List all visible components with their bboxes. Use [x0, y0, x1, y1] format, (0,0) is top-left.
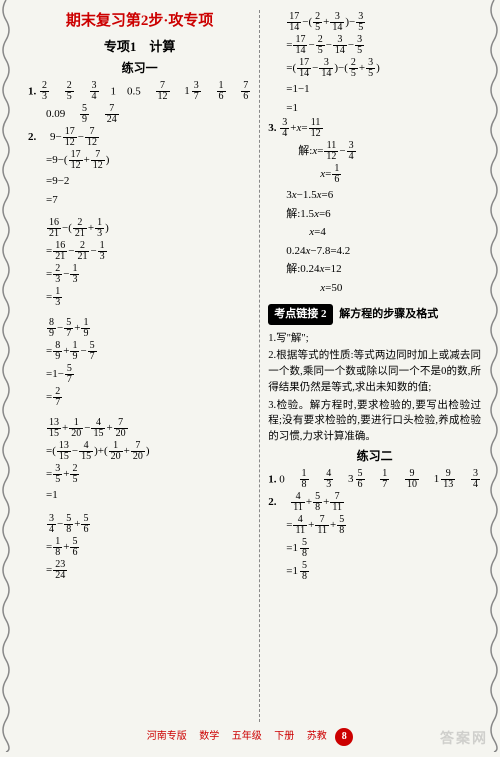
q3-line1: 3. 34+x=1112 — [268, 118, 481, 139]
r-b1-step2: =(1714−314)−(25+35) — [268, 58, 481, 79]
wavy-border-left — [0, 0, 12, 752]
q1-line2: 0.09 59 724 — [28, 104, 251, 125]
q2-b2-step2: =23−13 — [28, 264, 251, 285]
p2-q2-step1: =411+711+58 — [268, 515, 481, 536]
q2-b5-step2: =2324 — [28, 560, 251, 581]
footer-region: 河南专版 — [147, 731, 187, 742]
q3-eq2: 3x−1.5x=6 — [268, 187, 481, 204]
q2-b4-step3: =1 — [28, 487, 251, 504]
q3-eq2-step1: 解:1.5x=6 — [268, 206, 481, 223]
q3-eq2-step2: x=4 — [268, 224, 481, 241]
right-column: 1714−(25+314)−35 =1714−25−314−35 =(1714−… — [260, 10, 489, 722]
q2-b3-step2: =1−57 — [28, 364, 251, 385]
q2-block5-line1: 34−58+56 — [28, 514, 251, 535]
r-b1-step1: =1714−25−314−35 — [268, 35, 481, 56]
footer: 河南专版 数学 五年级 下册 苏教 8 — [0, 727, 500, 746]
footer-term: 下册 — [274, 731, 294, 742]
q1-line1: 1. 23 25 34 1 0.5 712 137 16 76 — [28, 81, 251, 102]
r-b1-step4: =1 — [268, 100, 481, 117]
q2-number: 2. — [28, 131, 36, 143]
title-main: 期末复习第2步·攻专项 — [28, 10, 251, 33]
p2-q2-step3: =158 — [268, 561, 481, 582]
q2-b4-step1: =(1315−415)+(120+720) — [28, 441, 251, 462]
q3-eq3-step2: x=50 — [268, 280, 481, 297]
q3-step2: x=16 — [268, 164, 481, 185]
q2-b3-step3: =27 — [28, 387, 251, 408]
q1-number: 1. — [28, 85, 36, 97]
exam-link-badge: 考点链接 2 — [268, 304, 332, 325]
r-block1-line1: 1714−(25+314)−35 — [268, 12, 481, 33]
p2-q2-step2: =158 — [268, 538, 481, 559]
q2-b2-step3: =13 — [28, 287, 251, 308]
p2-q2-line1: 2. 411+58+711 — [268, 492, 481, 513]
q2-b5-step1: =18+56 — [28, 537, 251, 558]
p2-q1: 1. 0 18 43 356 17 910 1913 34 — [268, 469, 481, 490]
q3-step1: 解:x=1112−34 — [268, 141, 481, 162]
q2-block1-line1: 2. 9−1712−712 — [28, 127, 251, 148]
q2-b2-step1: =1621−221−13 — [28, 241, 251, 262]
q2-b1-step2: =9−2 — [28, 173, 251, 190]
title-sub: 专项1 计算 — [28, 37, 251, 57]
q3-eq3-step1: 解:0.24x=12 — [268, 261, 481, 278]
q3-eq3: 0.24x−7.8=4.2 — [268, 243, 481, 260]
r-b1-step3: =1−1 — [268, 81, 481, 98]
q2-block2-line1: 1621−(221+13) — [28, 218, 251, 239]
exam-link-title: 解方程的步骤及格式 — [339, 308, 438, 320]
footer-edition: 苏教 — [307, 731, 327, 742]
footer-grade: 五年级 — [232, 731, 262, 742]
q2-block3-line1: 89−57+19 — [28, 318, 251, 339]
page-number: 8 — [335, 728, 353, 746]
para-2: 2.根据等式的性质:等式两边同时加上或减去同一个数,乘同一个数或除以同一个不是0… — [268, 348, 481, 395]
para-1: 1.写"解"; — [268, 331, 481, 347]
footer-subject: 数学 — [199, 731, 219, 742]
practice-2-title: 练习二 — [268, 447, 481, 465]
wavy-border-right — [488, 0, 500, 752]
q2-block4-line1: 1315+120−415+720 — [28, 418, 251, 439]
watermark: 答案网 — [440, 728, 488, 748]
exam-link-row: 考点链接 2 解方程的步骤及格式 — [268, 298, 481, 329]
page-content: 期末复习第2步·攻专项 专项1 计算 练习一 1. 23 25 34 1 0.5… — [20, 10, 480, 722]
q2-b3-step1: =89+19−57 — [28, 341, 251, 362]
q2-b4-step2: =35+25 — [28, 464, 251, 485]
practice-1-title: 练习一 — [28, 59, 251, 77]
q2-b1-step3: =7 — [28, 192, 251, 209]
p2-q1-number: 1. — [268, 473, 276, 485]
q2-b1-step1: =9−(1712+712) — [28, 150, 251, 171]
para-3: 3.检验。解方程时,要求检验的,要写出检验过程;没有要求检验的,要进行口头检验,… — [268, 398, 481, 445]
q3-number: 3. — [268, 122, 276, 134]
left-column: 期末复习第2步·攻专项 专项1 计算 练习一 1. 23 25 34 1 0.5… — [20, 10, 260, 722]
p2-q2-number: 2. — [268, 496, 276, 508]
